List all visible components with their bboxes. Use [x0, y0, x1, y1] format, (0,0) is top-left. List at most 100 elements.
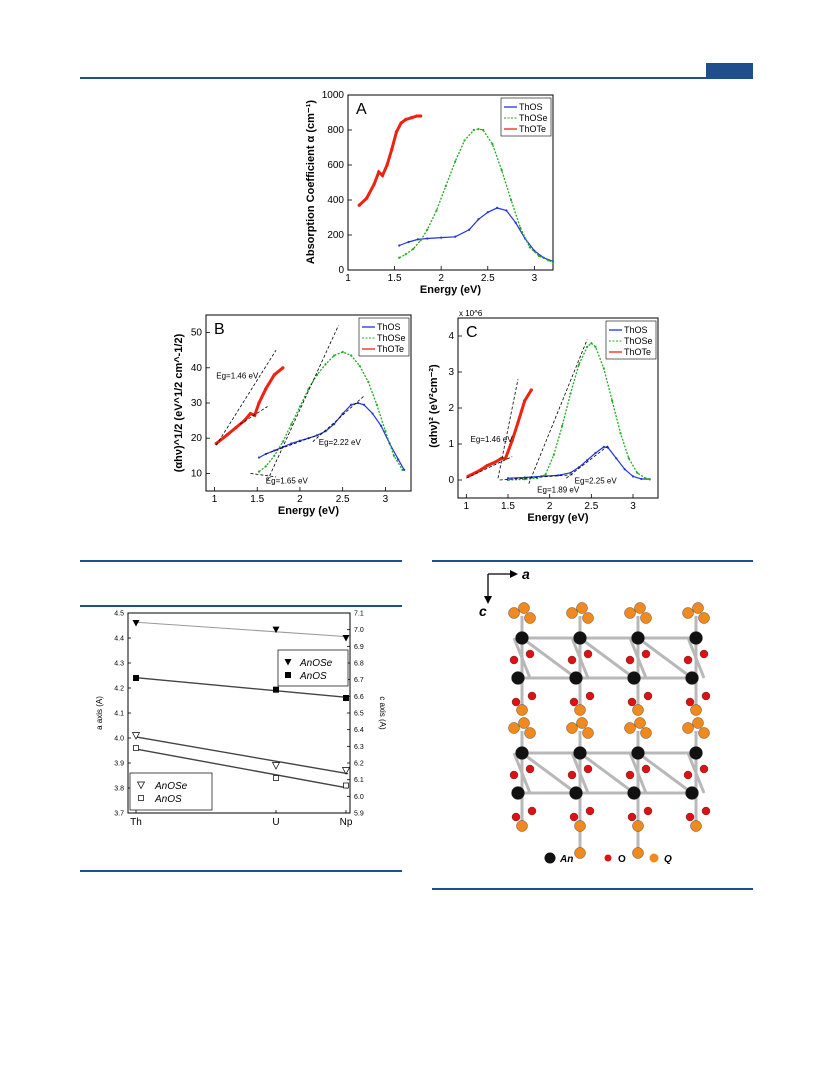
bandgap-annotation: Eg=1.46 eV — [471, 435, 514, 444]
x-tick-label: 1.5 — [501, 501, 515, 512]
data-point-those — [444, 184, 447, 188]
x-tick-label-np: Np — [340, 817, 353, 828]
tangent-line — [497, 379, 519, 479]
data-point-those — [611, 399, 614, 402]
axis-c-arrow — [484, 596, 492, 604]
atom-q — [698, 727, 710, 739]
data-point-thote — [523, 399, 527, 403]
data-point-thote — [510, 438, 514, 442]
legend-label-o: O — [618, 854, 626, 865]
atom-o — [567, 770, 577, 780]
atom-o — [527, 806, 537, 816]
fit-line-anos — [135, 676, 349, 699]
series-line-those — [398, 128, 554, 263]
legend-label-anos: AnOS — [299, 671, 327, 682]
bandgap-annotation: Eg=1.46 eV — [216, 371, 259, 380]
atom-o — [683, 770, 693, 780]
bond — [686, 637, 706, 679]
x-tick-label: 1.5 — [388, 273, 402, 284]
y-tick-label: 4.1 — [114, 711, 124, 718]
atom-o — [627, 812, 637, 822]
atom-an — [631, 631, 645, 645]
y-tick-label: 600 — [327, 160, 344, 171]
atom-o — [627, 697, 637, 707]
series-line-thos — [399, 207, 554, 262]
x-tick-label: 2.5 — [481, 273, 495, 284]
y-tick-label: 3.9 — [114, 761, 124, 768]
header-tab — [706, 63, 753, 77]
figure-rule-right — [432, 560, 753, 562]
data-point-those — [404, 253, 407, 256]
data-point-those — [519, 226, 522, 230]
bandgap-annotation: Eg=2.25 eV — [575, 477, 618, 486]
data-point-those — [491, 142, 494, 146]
data-point-those — [636, 471, 639, 474]
data-point-those — [392, 454, 396, 457]
tangent-line — [239, 406, 268, 425]
data-point-thote — [404, 117, 408, 122]
atom-q — [582, 612, 594, 624]
atom-q — [624, 722, 636, 734]
axis-c-label: c — [479, 603, 487, 619]
atom-o — [699, 649, 709, 659]
y-tick-label: 800 — [327, 125, 344, 136]
atom-q — [508, 607, 520, 619]
chart-panel-a: 1 1.5 2 2.5 3 0 200 400 600 800 1000 Energy (eV) A Th… — [305, 90, 555, 296]
data-point-thos — [495, 206, 499, 209]
data-point-thote — [281, 366, 285, 370]
tangent-line — [566, 445, 609, 479]
bandgap-annotation: Eg=1.89 eV — [537, 486, 580, 495]
atom-q — [634, 602, 646, 614]
atom-an — [685, 671, 699, 685]
y2-tick-label: 6.3 — [354, 744, 364, 751]
data-point-those — [290, 423, 293, 426]
data-point-those — [419, 239, 422, 242]
atom-o — [509, 655, 519, 665]
y-tick-label: 4.3 — [114, 661, 124, 668]
atom-an — [573, 631, 587, 645]
data-point-those — [482, 128, 485, 132]
data-point-anose — [272, 626, 280, 634]
bond — [628, 637, 648, 679]
atom-q — [624, 607, 636, 619]
data-point-those — [619, 432, 622, 435]
atom-q — [576, 717, 588, 729]
data-point-those — [627, 457, 630, 460]
bandgap-annotation: Eg=2.22 eV — [319, 438, 362, 447]
legend-marker — [285, 672, 291, 678]
bond — [512, 752, 532, 794]
x-tick-label: 3 — [630, 501, 636, 512]
atom-q — [518, 602, 530, 614]
y-tick-label: 3.7 — [114, 811, 124, 818]
tangent-line — [312, 395, 365, 443]
tangent-line — [499, 474, 575, 481]
data-point-those — [398, 256, 401, 259]
data-point-thos — [454, 235, 457, 238]
x-tick-label: 3 — [383, 494, 389, 505]
atom-q — [692, 717, 704, 729]
legend-marker — [284, 659, 292, 666]
legend-atom-q — [649, 853, 659, 863]
panel-letter: B — [214, 321, 225, 338]
data-point-anos — [133, 745, 139, 751]
data-point-thote — [516, 420, 520, 424]
legend-label-thote: ThOTe — [519, 124, 546, 134]
data-point-thos — [468, 228, 471, 231]
legend-label-those: ThOSe — [624, 336, 653, 346]
atom-q — [516, 704, 528, 716]
bond — [579, 636, 635, 680]
atom-q — [634, 717, 646, 729]
atom-o — [527, 691, 537, 701]
data-point-thos — [398, 244, 401, 247]
data-point-anose — [131, 732, 141, 740]
data-point-those — [523, 478, 526, 481]
atom-q — [574, 820, 586, 832]
data-point-anose — [342, 635, 350, 642]
x-tick-label: 1 — [212, 494, 218, 505]
y-axis-label: Absorption Coefficient α (cm⁻¹) — [305, 100, 317, 264]
y2-tick-label: 6.4 — [354, 727, 364, 734]
data-point-those — [257, 470, 261, 473]
atom-o — [511, 697, 521, 707]
series-line-thote — [467, 389, 533, 478]
atom-q — [524, 612, 536, 624]
